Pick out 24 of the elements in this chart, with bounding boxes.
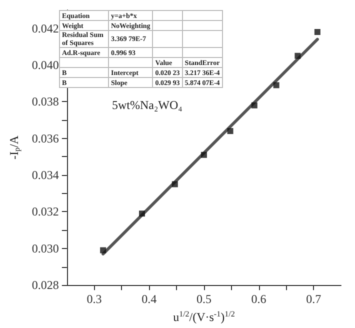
point [314, 29, 320, 36]
x-tick-label: 0.7 [306, 292, 322, 306]
point [172, 181, 178, 188]
point [273, 82, 280, 88]
x-tick-label: 0.6 [251, 292, 266, 306]
y-tick-label: 0.034 [32, 168, 59, 182]
x-tick-label: 0.5 [196, 292, 212, 306]
y-tick-label: 0.030 [32, 241, 59, 256]
point [251, 102, 258, 108]
point [139, 210, 146, 217]
y-tick-label: 0.036 [32, 131, 59, 146]
y-tick-label: 0.032 [32, 204, 59, 219]
y-tick-label: 0.028 [32, 278, 59, 292]
x-tick-label: 0.3 [86, 292, 102, 306]
annotation: 5wt%Na₂WO₄ [112, 98, 182, 113]
y-axis-title: -Ip/A [7, 135, 22, 160]
point [294, 52, 301, 59]
point [100, 247, 106, 254]
x-tick-label: 0.4 [142, 292, 157, 306]
y-tick-label: 0.038 [32, 94, 59, 109]
y-tick-label: 0.042 [32, 21, 59, 36]
point [227, 128, 234, 134]
y-tick-label: 0.040 [32, 58, 59, 72]
point [200, 152, 207, 158]
